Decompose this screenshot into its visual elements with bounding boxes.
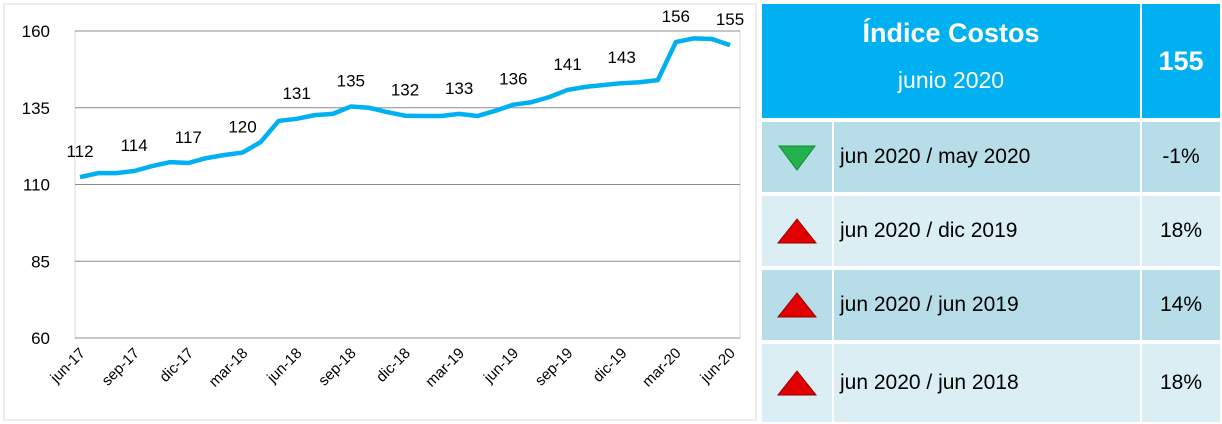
up-arrow xyxy=(776,370,818,396)
up-arrow xyxy=(776,218,818,244)
row-value: 18% xyxy=(1142,344,1220,422)
y-tick-label: 160 xyxy=(22,22,50,41)
data-label: 131 xyxy=(282,84,310,103)
panel-value: 155 xyxy=(1142,4,1220,118)
row-value: 14% xyxy=(1142,270,1220,340)
row-value: 18% xyxy=(1142,196,1220,266)
summary-panel: Índice Costos junio 2020 155 jun 2020 / … xyxy=(762,4,1220,422)
row-label: jun 2020 / may 2020 xyxy=(834,122,1140,192)
data-label: 141 xyxy=(553,55,581,74)
up-arrow xyxy=(776,292,818,318)
header: Índice Costos junio 2020 xyxy=(762,4,1140,118)
down-arrow xyxy=(778,145,816,171)
row-label: jun 2020 / jun 2019 xyxy=(834,270,1140,340)
icon-cell xyxy=(762,344,832,422)
data-label: 156 xyxy=(662,7,690,26)
y-tick-label: 110 xyxy=(23,176,50,195)
row-label: jun 2020 / jun 2018 xyxy=(834,344,1140,422)
panel-subtitle: junio 2020 xyxy=(897,67,1005,93)
data-label: 155 xyxy=(716,10,744,29)
y-tick-label: 60 xyxy=(31,329,50,348)
y-tick-label: 135 xyxy=(22,99,50,118)
row-label: jun 2020 / dic 2019 xyxy=(834,196,1140,266)
data-label: 112 xyxy=(66,142,93,161)
icon-cell xyxy=(762,270,832,340)
data-label: 120 xyxy=(228,118,256,137)
y-tick-label: 85 xyxy=(31,252,50,271)
data-label: 136 xyxy=(499,70,527,89)
line xyxy=(79,36,731,180)
data-label: 135 xyxy=(337,72,365,91)
data-label: 132 xyxy=(391,81,419,100)
data-label: 133 xyxy=(445,79,473,98)
icon-cell xyxy=(762,122,832,192)
data-label: 114 xyxy=(121,136,148,155)
data-label: 117 xyxy=(175,128,202,147)
row-value: -1% xyxy=(1142,122,1220,192)
icon-cell xyxy=(762,196,832,266)
data-label: 143 xyxy=(607,48,635,67)
chart-border xyxy=(3,3,757,421)
panel-title: Índice Costos xyxy=(862,18,1040,48)
